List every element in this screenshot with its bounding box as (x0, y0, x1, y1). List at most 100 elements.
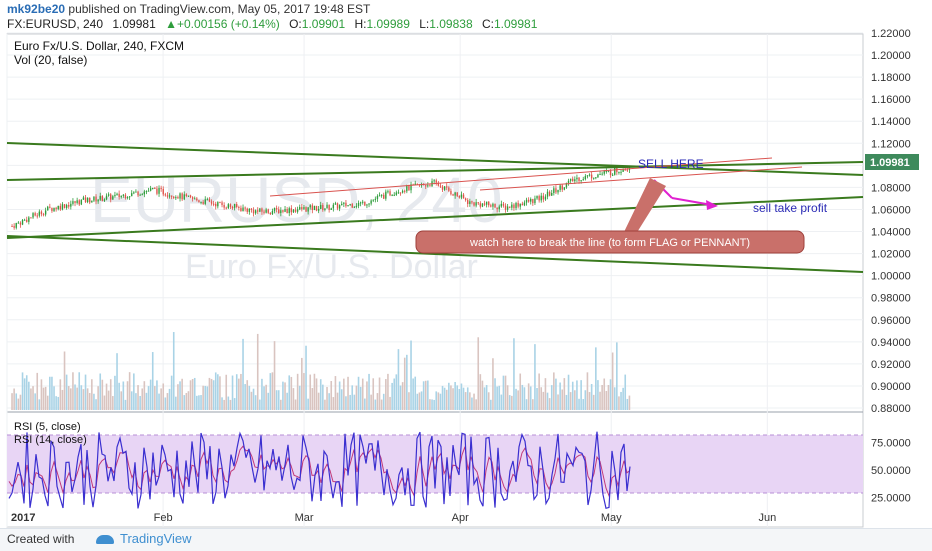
volume-bar (462, 387, 465, 410)
volume-bar (44, 386, 47, 410)
volume-bar (55, 396, 57, 410)
candle-body (322, 205, 324, 211)
volume-bar (309, 374, 312, 410)
price-tick-label: 0.90000 (871, 381, 911, 393)
candle-body (215, 203, 217, 207)
volume-bar (464, 392, 467, 410)
candle-body (376, 196, 379, 199)
close-value: 1.09981 (493, 17, 538, 31)
author-link[interactable]: mk92be20 (7, 2, 66, 16)
volume-bar (284, 382, 286, 410)
price-tick-label: 0.98000 (871, 293, 911, 305)
candle-body (458, 196, 461, 198)
open-label: O: (289, 17, 302, 31)
candle-body (40, 211, 43, 215)
volume-bar (38, 399, 41, 410)
candle-body (477, 202, 479, 204)
callout-box[interactable] (415, 230, 805, 254)
volume-bar (391, 382, 393, 410)
volume-bar (19, 394, 22, 410)
volume-bar (359, 386, 362, 410)
price-chart[interactable]: EURUSD, 240 Euro Fx/U.S. Dollar watch he… (0, 0, 932, 528)
candle-body (368, 203, 370, 205)
trendline-upper[interactable] (6, 142, 864, 176)
candle-body (475, 202, 477, 206)
volume-bar (521, 384, 524, 410)
price-tick-label: 0.92000 (871, 359, 911, 371)
volume-bar (101, 379, 104, 410)
low-value: 1.09838 (429, 17, 473, 31)
candle-body (433, 180, 435, 182)
candle-body (439, 185, 442, 187)
candle-body (450, 190, 452, 195)
channel-line-upper[interactable] (269, 157, 773, 197)
candle-body (78, 200, 80, 205)
volume-bar (265, 384, 267, 410)
candle-body (559, 185, 561, 190)
volume-bar (196, 395, 198, 410)
candle-body (595, 177, 597, 179)
volume-bar (406, 354, 408, 410)
candle-body (282, 210, 284, 212)
volume-bar (420, 391, 423, 410)
low-label: L: (419, 17, 430, 31)
volume-bar (139, 395, 141, 410)
rsi-tick-label: 25.0000 (871, 493, 911, 505)
candle-body (254, 210, 257, 214)
candle-body (374, 198, 377, 200)
rsi-axis[interactable]: 75.0000 50.0000 25.0000 (871, 438, 911, 505)
volume-bar (227, 396, 230, 410)
volume-bar (366, 381, 368, 410)
volume-bar (235, 374, 238, 410)
volume-bar (324, 399, 326, 410)
candle-body (460, 194, 463, 198)
volume-bar (282, 381, 284, 410)
volume-bar (334, 376, 337, 410)
volume-bar (412, 378, 414, 410)
channel-line-lower[interactable] (479, 166, 803, 191)
drawings[interactable]: watch here to break the line (to form FL… (6, 142, 864, 273)
candle-body (553, 188, 555, 194)
volume-bar (387, 373, 389, 410)
volume-bar (160, 388, 162, 410)
candle-body (158, 188, 160, 194)
volume-bar (124, 399, 127, 410)
tradingview-logo[interactable]: TradingView (96, 531, 192, 546)
volume-bar (97, 386, 99, 410)
candle-body (296, 209, 299, 212)
volume-bar (544, 378, 547, 410)
rsi-tick-label: 75.0000 (871, 438, 911, 450)
candle-body (574, 179, 576, 182)
volume-bar (410, 340, 412, 410)
volume-bar (401, 382, 404, 410)
candle-body (70, 203, 72, 207)
arrow-shaft-2[interactable] (671, 197, 713, 206)
volume-bar (466, 387, 469, 410)
volume-bar (578, 398, 580, 410)
candle-body (324, 208, 326, 211)
candle-body (59, 205, 62, 210)
time-axis[interactable]: 2017 Feb Mar Apr May Jun (11, 512, 776, 524)
volume-bar (454, 381, 456, 410)
trendline-resistance[interactable] (6, 161, 864, 181)
volume-bar (183, 395, 186, 410)
candle-body (490, 205, 492, 207)
volume-bar (439, 393, 442, 410)
candle-body (210, 201, 213, 204)
trendline-support[interactable] (6, 196, 864, 239)
volume-bar (349, 394, 351, 410)
candle-body (162, 188, 164, 195)
volume-bar (240, 373, 242, 410)
candle-body (212, 203, 215, 205)
candle-body (273, 207, 276, 211)
candle-body (551, 193, 553, 196)
volume-bar (292, 388, 295, 410)
volume-bar (603, 378, 606, 410)
candle-body (408, 185, 410, 191)
trendline-lower[interactable] (6, 235, 864, 273)
volume-bar (80, 385, 83, 410)
volume-bar (105, 383, 108, 410)
price-axis[interactable]: 1.22000 1.20000 1.18000 1.16000 1.14000 1.120… (871, 28, 911, 415)
volume-bar (202, 385, 204, 410)
candle-body (191, 197, 194, 199)
